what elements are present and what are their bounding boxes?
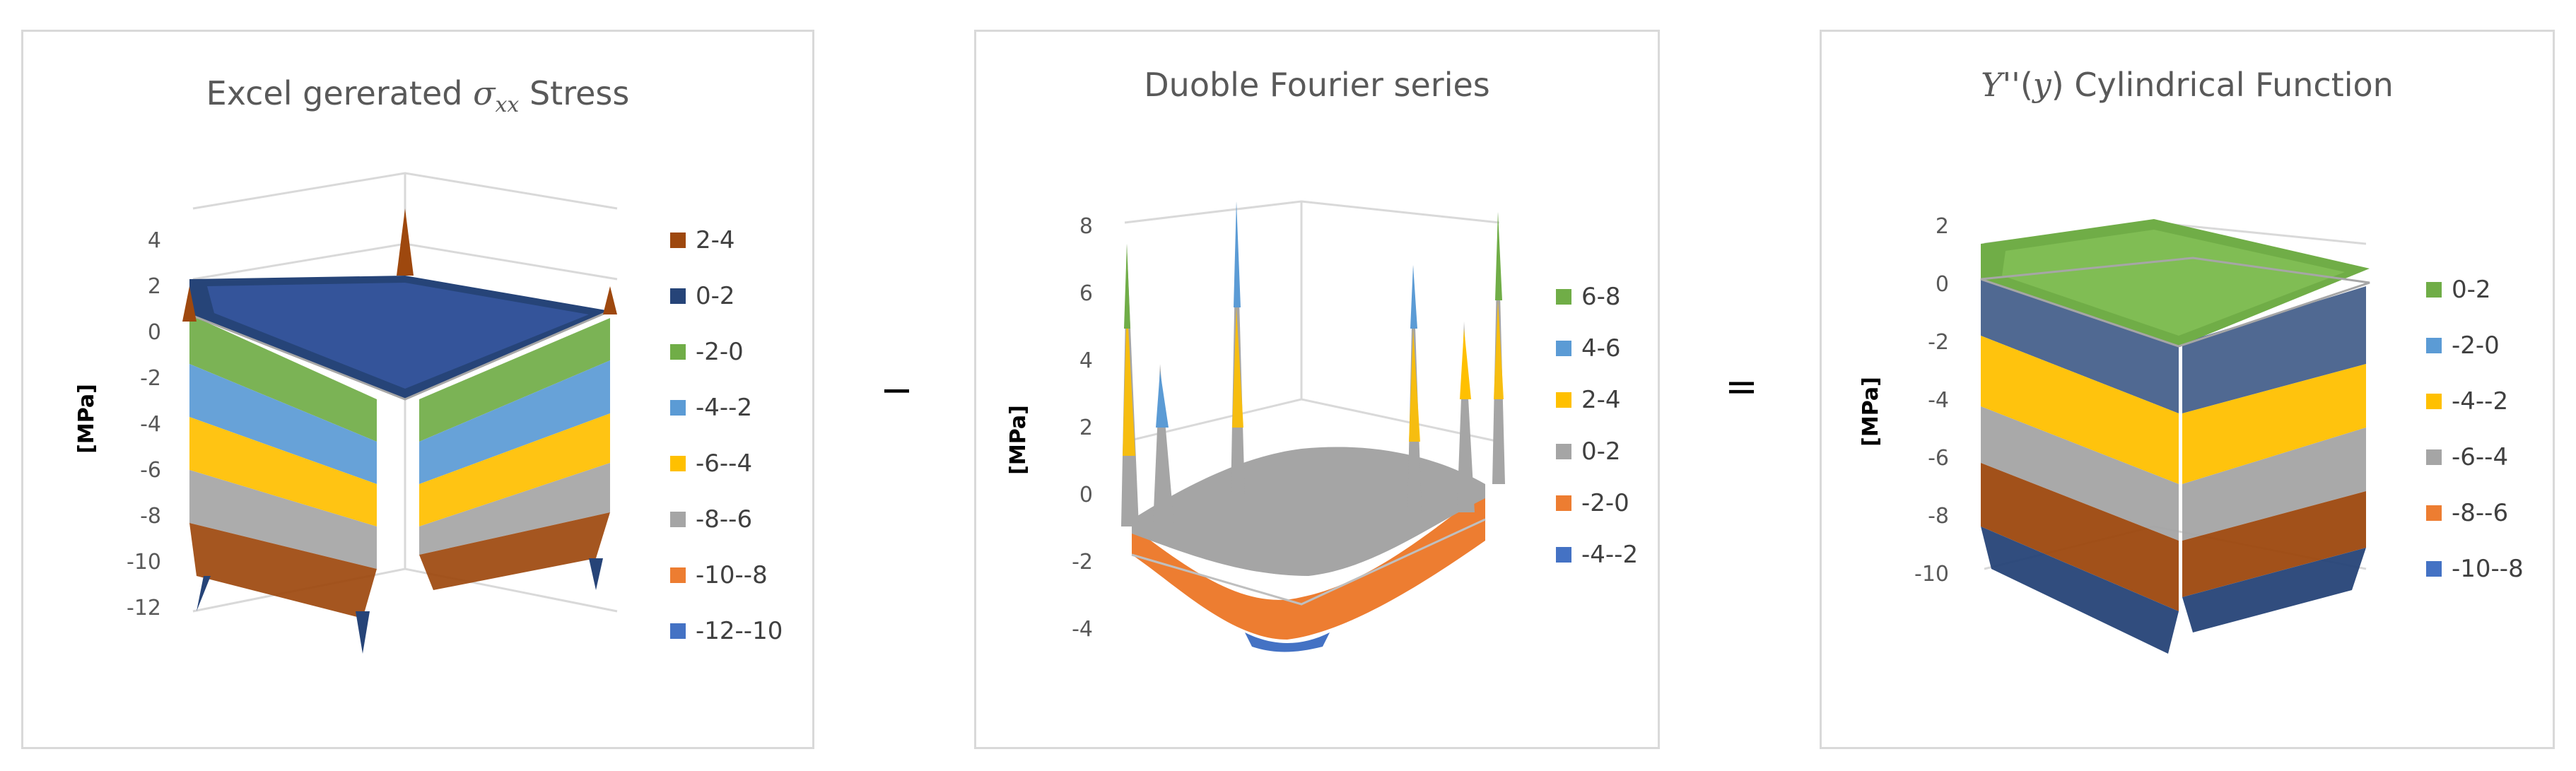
legend-entry: -2-0 — [2426, 331, 2500, 360]
tick-label: 2 — [148, 274, 161, 299]
tick-label: -4 — [1072, 617, 1093, 642]
tick-label: -6 — [140, 458, 161, 483]
legend-entry: -8--6 — [2426, 499, 2508, 527]
tick-label: -6 — [1928, 446, 1949, 471]
legend-entry: -4--2 — [1556, 541, 1638, 569]
legend-swatch — [1556, 547, 1571, 563]
legend-entry: -2-0 — [670, 338, 744, 366]
tick-label: 2 — [1936, 214, 1949, 239]
legend-entry: -12--10 — [670, 617, 783, 645]
legend-swatch — [1556, 444, 1571, 459]
legend-swatch — [1556, 392, 1571, 408]
legend-swatch — [2426, 338, 2442, 353]
chart-title: Duoble Fourier series — [1144, 66, 1490, 104]
legend-entry: 6-8 — [1556, 283, 1621, 311]
legend-entry: -6--4 — [670, 449, 752, 478]
legend-swatch — [2426, 561, 2442, 577]
legend-entry: 4-6 — [1556, 334, 1621, 363]
surface-plot: 2 0 -2 -4 -6 -8 -10 — [1914, 214, 2370, 654]
minus-operator: − — [880, 367, 913, 413]
legend-swatch — [670, 233, 686, 248]
tick-label: 0 — [1079, 483, 1093, 507]
tick-label: -2 — [140, 366, 161, 391]
legend-entry: -10--8 — [670, 561, 768, 589]
legend-swatch — [2426, 449, 2442, 465]
legend-entry: 0-2 — [670, 282, 735, 310]
legend-swatch — [1556, 341, 1571, 356]
tick-label: -8 — [1928, 504, 1949, 529]
legend-entry: -4--2 — [670, 394, 752, 422]
tick-label: -10 — [1914, 562, 1949, 587]
legend-swatch — [670, 400, 686, 416]
tick-label: -8 — [140, 504, 161, 529]
legend-swatch — [670, 288, 686, 304]
legend-entry: -4--2 — [2426, 387, 2508, 416]
legend-swatch — [670, 567, 686, 583]
legend-entry: -10--8 — [2426, 555, 2524, 583]
tick-label: 2 — [1079, 416, 1093, 440]
chart-title: Y''(y) Cylindrical Function — [1981, 66, 2394, 104]
legend-swatch — [1556, 495, 1571, 511]
legend-entry: 0-2 — [1556, 437, 1621, 466]
tick-label: -12 — [127, 596, 161, 620]
legend-entry: -6--4 — [2426, 443, 2508, 471]
legend-swatch — [670, 344, 686, 360]
tick-label: 4 — [1079, 348, 1093, 373]
surface-plot: 8 6 4 2 0 -2 -4 — [1072, 200, 1505, 652]
legend-entry: 0-2 — [2426, 276, 2491, 304]
tick-label: 0 — [1936, 272, 1949, 297]
legend-swatch — [670, 512, 686, 527]
tick-label: -2 — [1072, 550, 1093, 575]
tick-label: -4 — [140, 412, 161, 437]
legend-swatch — [2426, 394, 2442, 409]
legend-entry: 2-4 — [1556, 386, 1621, 414]
legend-swatch — [2426, 505, 2442, 521]
legend-entry: -8--6 — [670, 505, 752, 534]
tick-label: -2 — [1928, 330, 1949, 355]
legend-swatch — [670, 456, 686, 471]
surface-plot: 4 2 0 -2 -4 -6 -8 -10 -12 — [127, 172, 618, 654]
legend-swatch — [1556, 289, 1571, 305]
legend-entry: 2-4 — [670, 226, 735, 254]
legend-swatch — [2426, 282, 2442, 298]
equals-operator: = — [1725, 364, 1758, 410]
tick-label: -10 — [127, 550, 161, 575]
chart-panel-stress: Excel gererated σxx Stress [MPa] — [21, 30, 814, 749]
legend-swatch — [670, 623, 686, 639]
tick-label: -4 — [1928, 388, 1949, 413]
tick-label: 8 — [1079, 214, 1093, 239]
tick-label: 4 — [148, 228, 161, 253]
chart-panel-cylindrical: Y''(y) Cylindrical Function [MPa] 2 0 -2 — [1820, 30, 2555, 749]
legend-entry: -2-0 — [1556, 489, 1629, 517]
tick-label: 0 — [148, 320, 161, 345]
tick-label: 6 — [1079, 281, 1093, 306]
chart-title: Excel gererated σxx Stress — [206, 74, 630, 117]
chart-panel-fourier: Duoble Fourier series [MPa] — [974, 30, 1660, 749]
